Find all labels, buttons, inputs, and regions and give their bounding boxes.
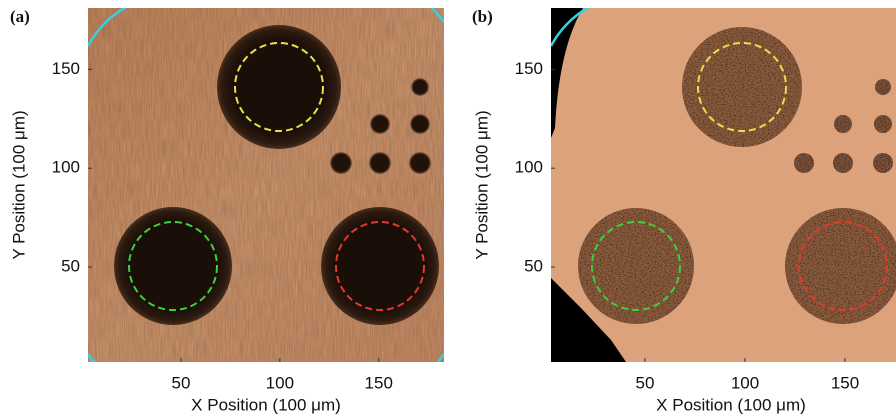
small-hole <box>369 152 391 174</box>
x-tick-label: 150 <box>831 373 859 392</box>
boundary-arc <box>551 8 591 47</box>
y-tick-label: 100 <box>515 158 543 177</box>
x-tick-label: 100 <box>731 373 759 392</box>
y-axis-label: Y Position (100 μm) <box>9 110 28 259</box>
small-noise <box>874 115 892 133</box>
dashed-ring <box>128 221 218 311</box>
image-panel <box>551 8 896 362</box>
image-panel <box>88 8 444 362</box>
panel-label: (a) <box>10 7 30 26</box>
boundary-arc <box>88 8 128 47</box>
small-hole <box>330 152 352 174</box>
small-noise <box>794 153 814 173</box>
small-noise <box>873 153 893 173</box>
dashed-ring <box>591 221 681 311</box>
boundary-arc <box>436 353 444 362</box>
small-hole <box>411 78 429 96</box>
x-tick-label: 150 <box>365 373 393 392</box>
edge-black <box>551 278 626 362</box>
small-noise <box>834 115 852 133</box>
boundary-arc <box>88 353 96 362</box>
small-noise <box>875 79 891 95</box>
disk-noise <box>785 208 896 324</box>
dark-disk <box>321 207 439 325</box>
y-tick-label: 50 <box>61 257 80 276</box>
x-axis-label: X Position (100 μm) <box>656 395 806 414</box>
x-axis-label: X Position (100 μm) <box>191 395 341 414</box>
small-noise <box>833 153 853 173</box>
dashed-ring <box>798 221 888 311</box>
small-hole <box>370 114 390 134</box>
small-hole <box>410 114 430 134</box>
dashed-ring <box>234 42 324 132</box>
boundary-arc <box>430 8 444 23</box>
y-tick-label: 50 <box>524 257 543 276</box>
edge-black <box>551 8 583 138</box>
y-axis-label: Y Position (100 μm) <box>472 110 491 259</box>
x-tick-label: 100 <box>266 373 294 392</box>
disk-noise <box>578 208 694 324</box>
y-tick-label: 150 <box>52 59 80 78</box>
x-tick-label: 50 <box>171 373 190 392</box>
dashed-ring <box>335 221 425 311</box>
panel-label: (b) <box>472 7 493 26</box>
x-tick-label: 50 <box>636 373 655 392</box>
dashed-ring <box>697 42 787 132</box>
dark-disk <box>114 207 232 325</box>
small-hole <box>409 152 431 174</box>
y-tick-label: 100 <box>52 158 80 177</box>
y-tick-label: 150 <box>515 59 543 78</box>
disk-noise <box>682 27 802 147</box>
